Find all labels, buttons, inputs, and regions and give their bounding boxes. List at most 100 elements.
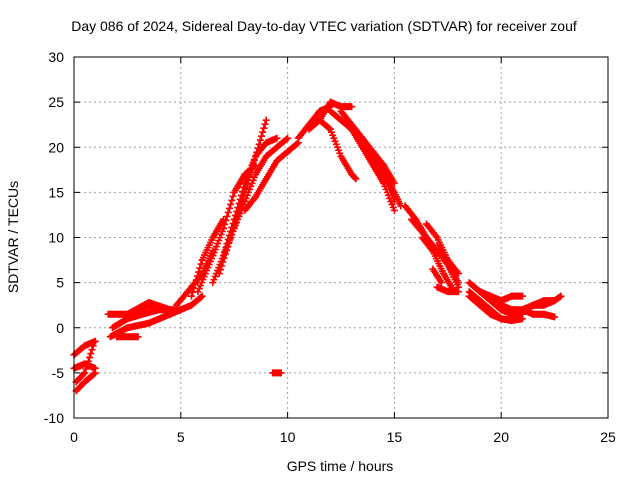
chart-title: Day 086 of 2024, Sidereal Day-to-day VTE… bbox=[71, 18, 577, 34]
satellite-track bbox=[337, 107, 398, 187]
data-point bbox=[228, 196, 236, 204]
data-point bbox=[229, 192, 237, 200]
data-point bbox=[192, 276, 200, 284]
data-point bbox=[352, 175, 360, 183]
data-point bbox=[81, 369, 89, 377]
satellite-track bbox=[465, 292, 527, 325]
data-point bbox=[390, 179, 398, 187]
data-point bbox=[432, 232, 440, 240]
satellite-track bbox=[316, 116, 360, 183]
data-point bbox=[253, 148, 261, 156]
data-point bbox=[83, 361, 91, 369]
data-point bbox=[219, 258, 227, 266]
y-tick-label: 15 bbox=[48, 184, 64, 200]
data-point bbox=[260, 124, 268, 132]
data-point bbox=[222, 216, 230, 224]
y-tick-label: -5 bbox=[52, 365, 65, 381]
data-point bbox=[252, 152, 260, 160]
satellite-track bbox=[519, 297, 559, 314]
x-tick-label: 25 bbox=[600, 429, 616, 445]
y-tick-label: 30 bbox=[48, 49, 64, 65]
satellite-track bbox=[113, 333, 142, 341]
data-point bbox=[155, 306, 163, 314]
satellite-track bbox=[70, 337, 99, 359]
satellite-track bbox=[241, 139, 302, 214]
y-tick-label: 5 bbox=[56, 275, 64, 291]
x-axis-label: GPS time / hours bbox=[287, 458, 394, 474]
data-point bbox=[225, 204, 233, 212]
data-point bbox=[195, 268, 203, 276]
data-point bbox=[91, 337, 99, 345]
data-point bbox=[193, 272, 201, 280]
data-point bbox=[379, 160, 387, 168]
satellite-track bbox=[348, 125, 398, 214]
data-point bbox=[428, 246, 436, 254]
data-point bbox=[437, 279, 445, 287]
data-point bbox=[246, 172, 254, 180]
data-point bbox=[243, 180, 251, 188]
data-point bbox=[86, 353, 94, 361]
satellite-track bbox=[269, 369, 285, 377]
data-point bbox=[79, 370, 87, 378]
gridlines bbox=[74, 57, 608, 418]
data-point bbox=[262, 116, 270, 124]
data-point bbox=[198, 292, 206, 300]
x-tick-label: 5 bbox=[177, 429, 185, 445]
data-point bbox=[454, 279, 462, 287]
satellite-track bbox=[220, 134, 292, 260]
y-axis-ticks: -10 -5 0 5 10 15 20 25 30 bbox=[44, 49, 608, 426]
data-point bbox=[257, 132, 265, 140]
satellite-track bbox=[123, 301, 163, 318]
y-axis-label: SDTVAR / TECUs bbox=[5, 181, 21, 293]
data-point bbox=[218, 262, 226, 270]
data-point bbox=[84, 357, 92, 365]
satellite-track bbox=[187, 215, 228, 300]
data-point bbox=[249, 160, 257, 168]
data-point bbox=[454, 270, 462, 278]
x-tick-label: 0 bbox=[70, 429, 78, 445]
y-tick-label: -10 bbox=[44, 410, 64, 426]
data-point bbox=[259, 128, 267, 136]
data-point bbox=[551, 313, 559, 321]
data-point bbox=[197, 260, 205, 268]
data-point bbox=[216, 266, 224, 274]
satellite-track bbox=[433, 243, 462, 287]
y-tick-label: 25 bbox=[48, 94, 64, 110]
x-axis-ticks: 0 5 10 15 20 25 bbox=[70, 57, 616, 445]
data-point bbox=[284, 134, 292, 142]
data-point bbox=[191, 280, 199, 288]
data-point bbox=[557, 292, 565, 300]
y-tick-label: 20 bbox=[48, 139, 64, 155]
data-point bbox=[88, 346, 96, 354]
data-point bbox=[87, 350, 95, 358]
data-point bbox=[551, 297, 559, 305]
data-point bbox=[248, 164, 256, 172]
data-point bbox=[91, 369, 99, 377]
data-point bbox=[325, 124, 333, 132]
data-point bbox=[227, 200, 235, 208]
satellite-track bbox=[72, 342, 97, 386]
data-point bbox=[277, 369, 285, 377]
data-point bbox=[250, 156, 258, 164]
data-point bbox=[187, 292, 195, 300]
data-point bbox=[454, 288, 462, 296]
data-point bbox=[250, 194, 258, 202]
data-point bbox=[256, 136, 264, 144]
data-point bbox=[255, 140, 263, 148]
satellite-track bbox=[433, 283, 462, 296]
satellite-track bbox=[194, 161, 260, 296]
x-tick-label: 10 bbox=[280, 429, 296, 445]
data-point bbox=[379, 169, 387, 177]
satellite-track bbox=[369, 157, 405, 210]
data-point bbox=[390, 206, 398, 214]
x-tick-label: 20 bbox=[493, 429, 509, 445]
data-points bbox=[70, 98, 565, 395]
data-point bbox=[177, 306, 185, 314]
data-point bbox=[215, 270, 223, 278]
data-point bbox=[293, 140, 301, 148]
data-point bbox=[519, 292, 527, 300]
data-point bbox=[224, 208, 232, 216]
data-point bbox=[348, 103, 356, 111]
satellite-track bbox=[305, 98, 356, 133]
